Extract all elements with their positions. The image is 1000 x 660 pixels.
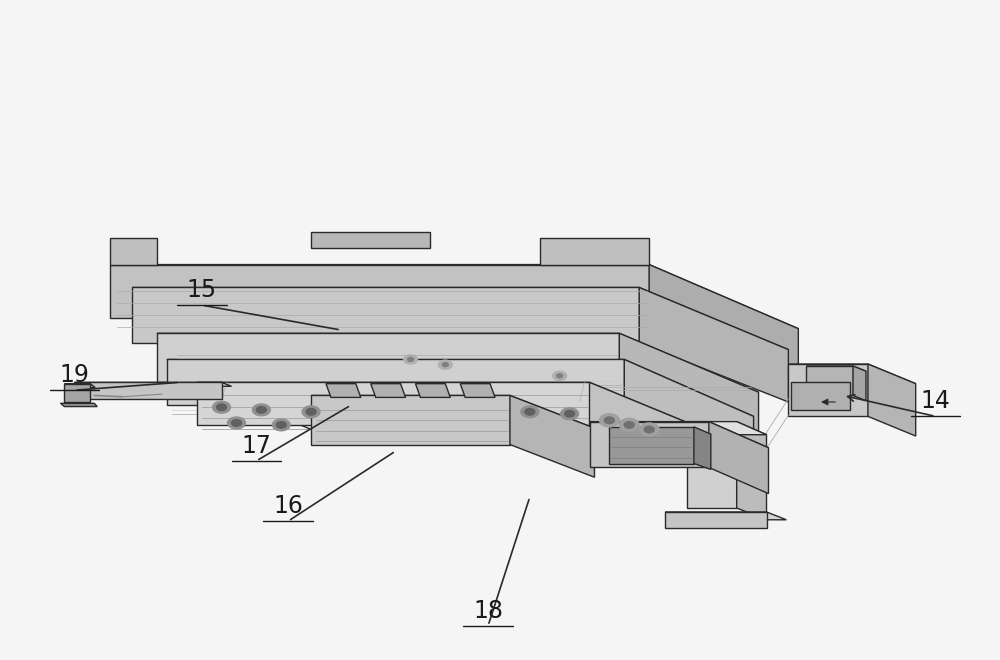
Polygon shape xyxy=(110,265,649,318)
Polygon shape xyxy=(157,333,619,382)
Polygon shape xyxy=(806,366,866,371)
Polygon shape xyxy=(64,383,95,387)
Circle shape xyxy=(553,371,567,380)
Polygon shape xyxy=(540,238,649,265)
Polygon shape xyxy=(415,383,450,397)
Circle shape xyxy=(525,409,535,415)
Circle shape xyxy=(272,419,290,431)
Text: 19: 19 xyxy=(59,363,89,387)
Circle shape xyxy=(438,360,452,369)
Polygon shape xyxy=(197,382,590,425)
Polygon shape xyxy=(649,265,798,379)
Polygon shape xyxy=(110,238,157,265)
Polygon shape xyxy=(64,383,90,402)
Polygon shape xyxy=(74,382,222,399)
Circle shape xyxy=(217,404,227,411)
Polygon shape xyxy=(639,288,788,402)
Text: 15: 15 xyxy=(187,278,217,302)
Polygon shape xyxy=(167,360,754,416)
Polygon shape xyxy=(806,366,853,395)
Polygon shape xyxy=(737,422,767,520)
Circle shape xyxy=(604,417,614,424)
Polygon shape xyxy=(788,364,868,416)
Text: 18: 18 xyxy=(473,599,503,622)
Polygon shape xyxy=(590,422,709,467)
Circle shape xyxy=(619,418,639,432)
Polygon shape xyxy=(311,395,510,445)
Circle shape xyxy=(521,406,539,418)
Polygon shape xyxy=(709,422,769,494)
Circle shape xyxy=(644,426,654,433)
Polygon shape xyxy=(60,403,97,407)
Circle shape xyxy=(561,408,579,420)
Polygon shape xyxy=(132,288,788,350)
Circle shape xyxy=(231,420,241,426)
Circle shape xyxy=(228,417,245,429)
Circle shape xyxy=(404,355,417,364)
Polygon shape xyxy=(665,512,767,527)
Polygon shape xyxy=(788,364,916,383)
Polygon shape xyxy=(311,395,594,428)
Polygon shape xyxy=(510,395,594,477)
Circle shape xyxy=(565,411,575,417)
Circle shape xyxy=(442,363,448,367)
Circle shape xyxy=(213,401,231,413)
Circle shape xyxy=(624,422,634,428)
Polygon shape xyxy=(157,333,759,392)
Polygon shape xyxy=(619,333,759,442)
Polygon shape xyxy=(791,382,850,410)
Polygon shape xyxy=(311,232,430,248)
Polygon shape xyxy=(687,422,737,508)
Polygon shape xyxy=(110,265,798,329)
Text: 14: 14 xyxy=(921,389,951,413)
Polygon shape xyxy=(694,427,711,469)
Polygon shape xyxy=(371,383,406,397)
Polygon shape xyxy=(687,422,767,435)
Polygon shape xyxy=(132,288,639,343)
Polygon shape xyxy=(853,366,866,401)
Circle shape xyxy=(557,374,563,378)
Circle shape xyxy=(306,409,316,415)
Polygon shape xyxy=(868,364,916,436)
Polygon shape xyxy=(167,360,624,405)
Polygon shape xyxy=(590,382,709,474)
Circle shape xyxy=(639,423,659,436)
Circle shape xyxy=(599,414,619,427)
Text: 16: 16 xyxy=(273,494,303,518)
Polygon shape xyxy=(665,512,786,520)
Polygon shape xyxy=(197,382,709,432)
Text: 17: 17 xyxy=(241,434,271,457)
Polygon shape xyxy=(590,422,769,447)
Circle shape xyxy=(256,407,266,413)
Polygon shape xyxy=(609,427,694,463)
Circle shape xyxy=(276,422,286,428)
Circle shape xyxy=(302,406,320,418)
Polygon shape xyxy=(460,383,495,397)
Polygon shape xyxy=(74,382,232,386)
Polygon shape xyxy=(326,383,361,397)
Circle shape xyxy=(408,358,413,362)
Circle shape xyxy=(252,404,270,416)
Polygon shape xyxy=(624,360,754,464)
